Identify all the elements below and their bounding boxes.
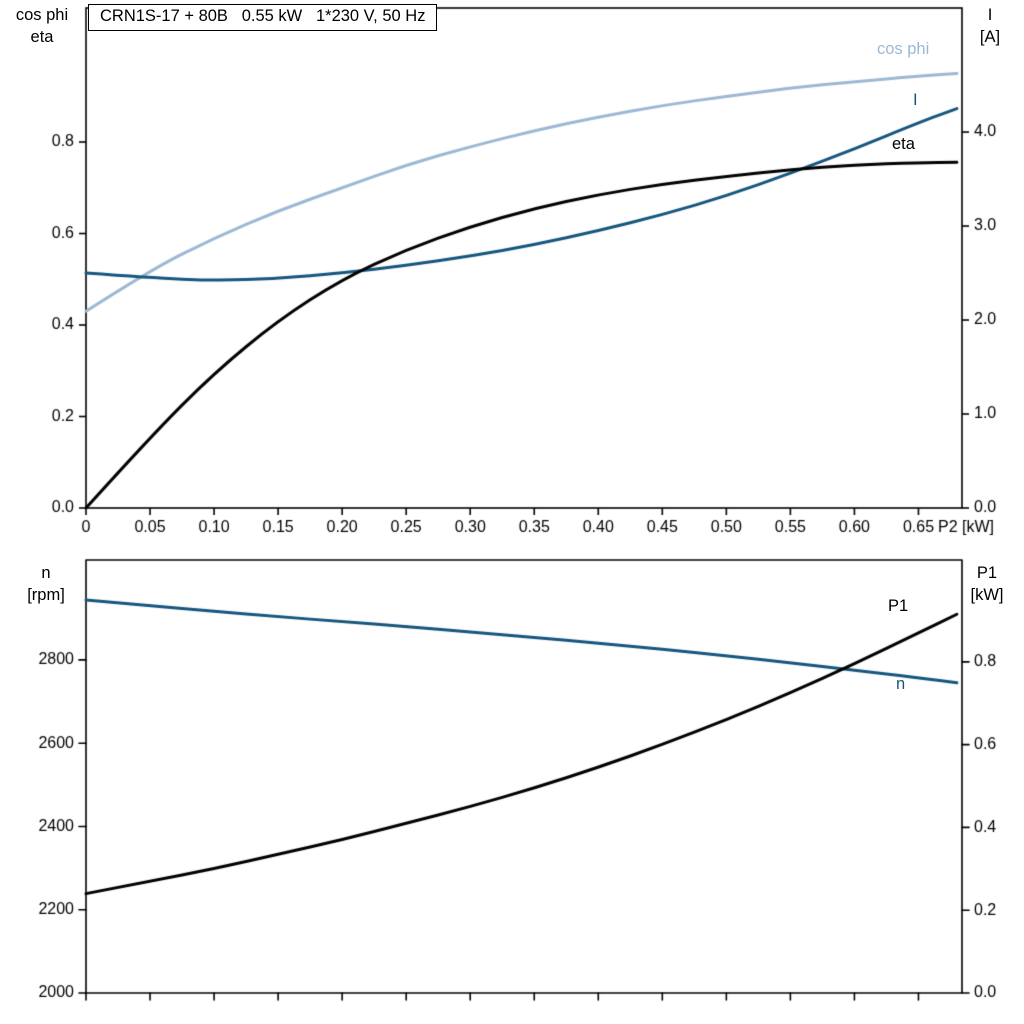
axis-title-line: n [41,564,51,582]
axis-title-line: [rpm] [27,586,65,605]
axis-title-line: [kW] [970,586,1004,605]
curve-label-current: I [913,91,918,109]
axis-title-line: [A] [979,28,1001,47]
axis-title-line: I [987,6,993,24]
curve-label-p1: P1 [888,597,909,615]
axis-title-current: I [A] [960,4,1020,49]
axis-title-line: cos phi [15,6,69,24]
axis-title-speed: n [rpm] [12,562,80,607]
curve-label-n: n [896,675,906,693]
chart-title-box: CRN1S-17 + 80B 0.55 kW 1*230 V, 50 Hz [88,4,438,31]
axis-title-line: P1 [976,564,998,582]
axis-title-line: eta [30,28,54,47]
axis-title-input-power: P1 [kW] [954,562,1020,607]
axis-title-cosphi-eta: cos phi eta [2,4,82,49]
curve-label-cosphi: cos phi [877,40,930,58]
curve-label-eta: eta [892,135,915,153]
